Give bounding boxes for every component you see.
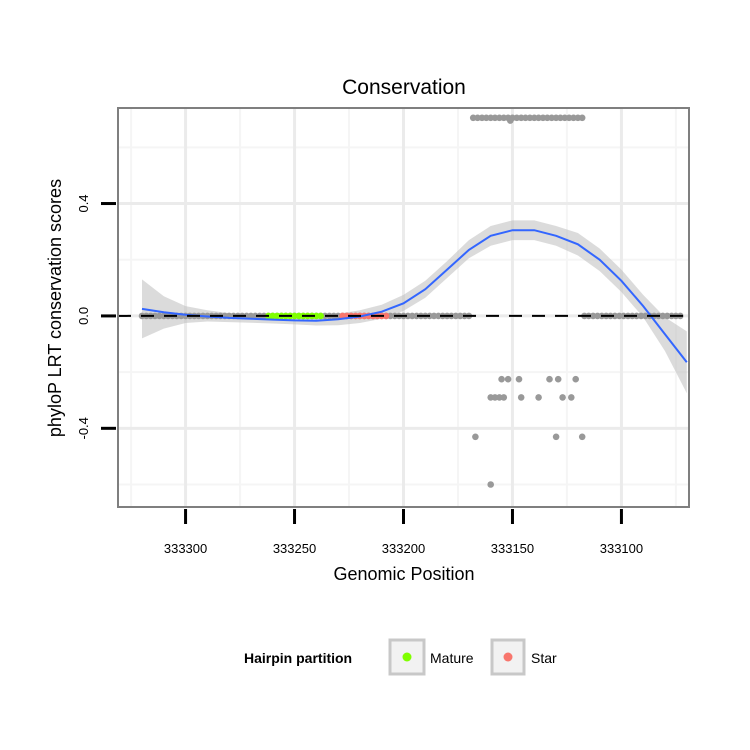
data-point bbox=[487, 481, 495, 488]
chart-title: Conservation bbox=[342, 76, 466, 99]
y-tick-label: -0.4 bbox=[76, 417, 91, 439]
data-point bbox=[554, 375, 562, 383]
x-tick-label: 333200 bbox=[382, 541, 425, 556]
legend-label-star: Star bbox=[531, 650, 557, 666]
data-point bbox=[515, 375, 523, 383]
data-point bbox=[552, 433, 560, 441]
y-axis-title: phyloP LRT conservation scores bbox=[45, 179, 65, 437]
x-tick-label: 333100 bbox=[600, 541, 643, 556]
smooth-layer bbox=[141, 229, 688, 363]
data-point bbox=[572, 375, 579, 383]
x-tick-label: 333300 bbox=[164, 541, 207, 556]
legend-label-mature: Mature bbox=[430, 650, 474, 666]
y-tick-label: 0.0 bbox=[76, 307, 91, 325]
x-tick-label: 333150 bbox=[491, 541, 534, 556]
data-point bbox=[498, 375, 505, 383]
data-point bbox=[472, 433, 479, 441]
data-point bbox=[568, 394, 575, 401]
data-point-mature bbox=[317, 312, 325, 320]
data-point bbox=[500, 394, 508, 401]
legend: Hairpin partition Mature Star bbox=[244, 638, 557, 676]
x-tick-label: 333250 bbox=[273, 541, 316, 556]
data-point-star bbox=[382, 312, 390, 320]
data-point bbox=[546, 375, 553, 383]
data-point bbox=[578, 114, 586, 122]
plot-panel-border bbox=[117, 107, 690, 508]
data-point bbox=[578, 433, 586, 441]
y-axis: -0.4 0.0 0.4 bbox=[76, 194, 116, 440]
legend-dot-star bbox=[503, 652, 513, 662]
legend-dot-mature bbox=[402, 652, 412, 662]
legend-title: Hairpin partition bbox=[244, 650, 352, 666]
smooth-line bbox=[141, 229, 688, 363]
data-point bbox=[559, 394, 566, 401]
data-point bbox=[517, 394, 525, 401]
data-point bbox=[535, 394, 542, 401]
data-point bbox=[507, 117, 514, 124]
x-axis: 333300 333250 333200 333150 333100 bbox=[164, 509, 643, 556]
data-point bbox=[504, 375, 512, 383]
x-axis-title: Genomic Position bbox=[333, 564, 474, 584]
y-tick-label: 0.4 bbox=[76, 194, 91, 212]
